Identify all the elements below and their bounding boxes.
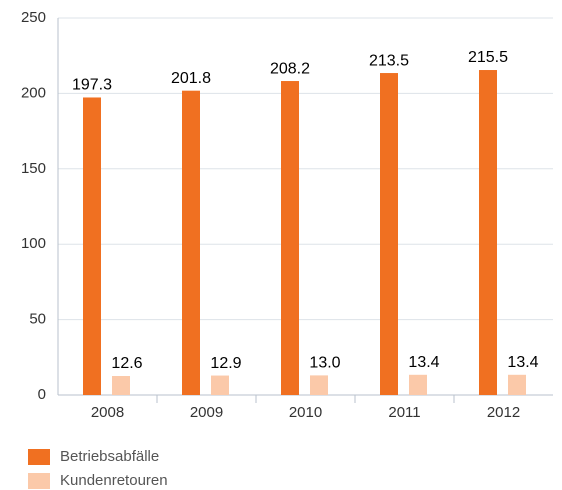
legend-label: Betriebsabfälle — [60, 448, 159, 465]
value-label: 13.0 — [309, 355, 340, 372]
legend-label: Kundenretouren — [60, 472, 168, 489]
y-tick-label: 250 — [21, 9, 46, 26]
bar — [409, 374, 427, 395]
bar — [112, 375, 130, 395]
bar — [508, 374, 526, 395]
bar — [182, 90, 200, 395]
bar — [211, 375, 229, 395]
x-tick-label: 2010 — [289, 404, 322, 421]
value-label: 197.3 — [72, 77, 112, 94]
bar — [479, 70, 497, 395]
legend-swatch — [28, 473, 50, 489]
value-label: 213.5 — [369, 52, 409, 69]
y-tick-label: 150 — [21, 160, 46, 177]
bar — [83, 97, 101, 395]
value-label: 201.8 — [171, 70, 211, 87]
x-tick-label: 2008 — [91, 404, 124, 421]
x-tick-label: 2012 — [487, 404, 520, 421]
bar — [281, 81, 299, 396]
y-tick-label: 200 — [21, 84, 46, 101]
legend-swatch — [28, 449, 50, 465]
bar — [310, 375, 328, 395]
value-label: 208.2 — [270, 60, 310, 77]
value-label: 13.4 — [408, 354, 439, 371]
y-tick-label: 100 — [21, 235, 46, 252]
value-label: 13.4 — [507, 354, 538, 371]
bar — [380, 73, 398, 396]
y-tick-label: 0 — [38, 386, 46, 403]
value-label: 215.5 — [468, 49, 508, 66]
x-tick-label: 2011 — [388, 404, 420, 421]
value-label: 12.6 — [111, 355, 142, 372]
y-tick-label: 50 — [29, 311, 46, 328]
x-tick-label: 2009 — [190, 404, 223, 421]
value-label: 12.9 — [210, 355, 241, 372]
